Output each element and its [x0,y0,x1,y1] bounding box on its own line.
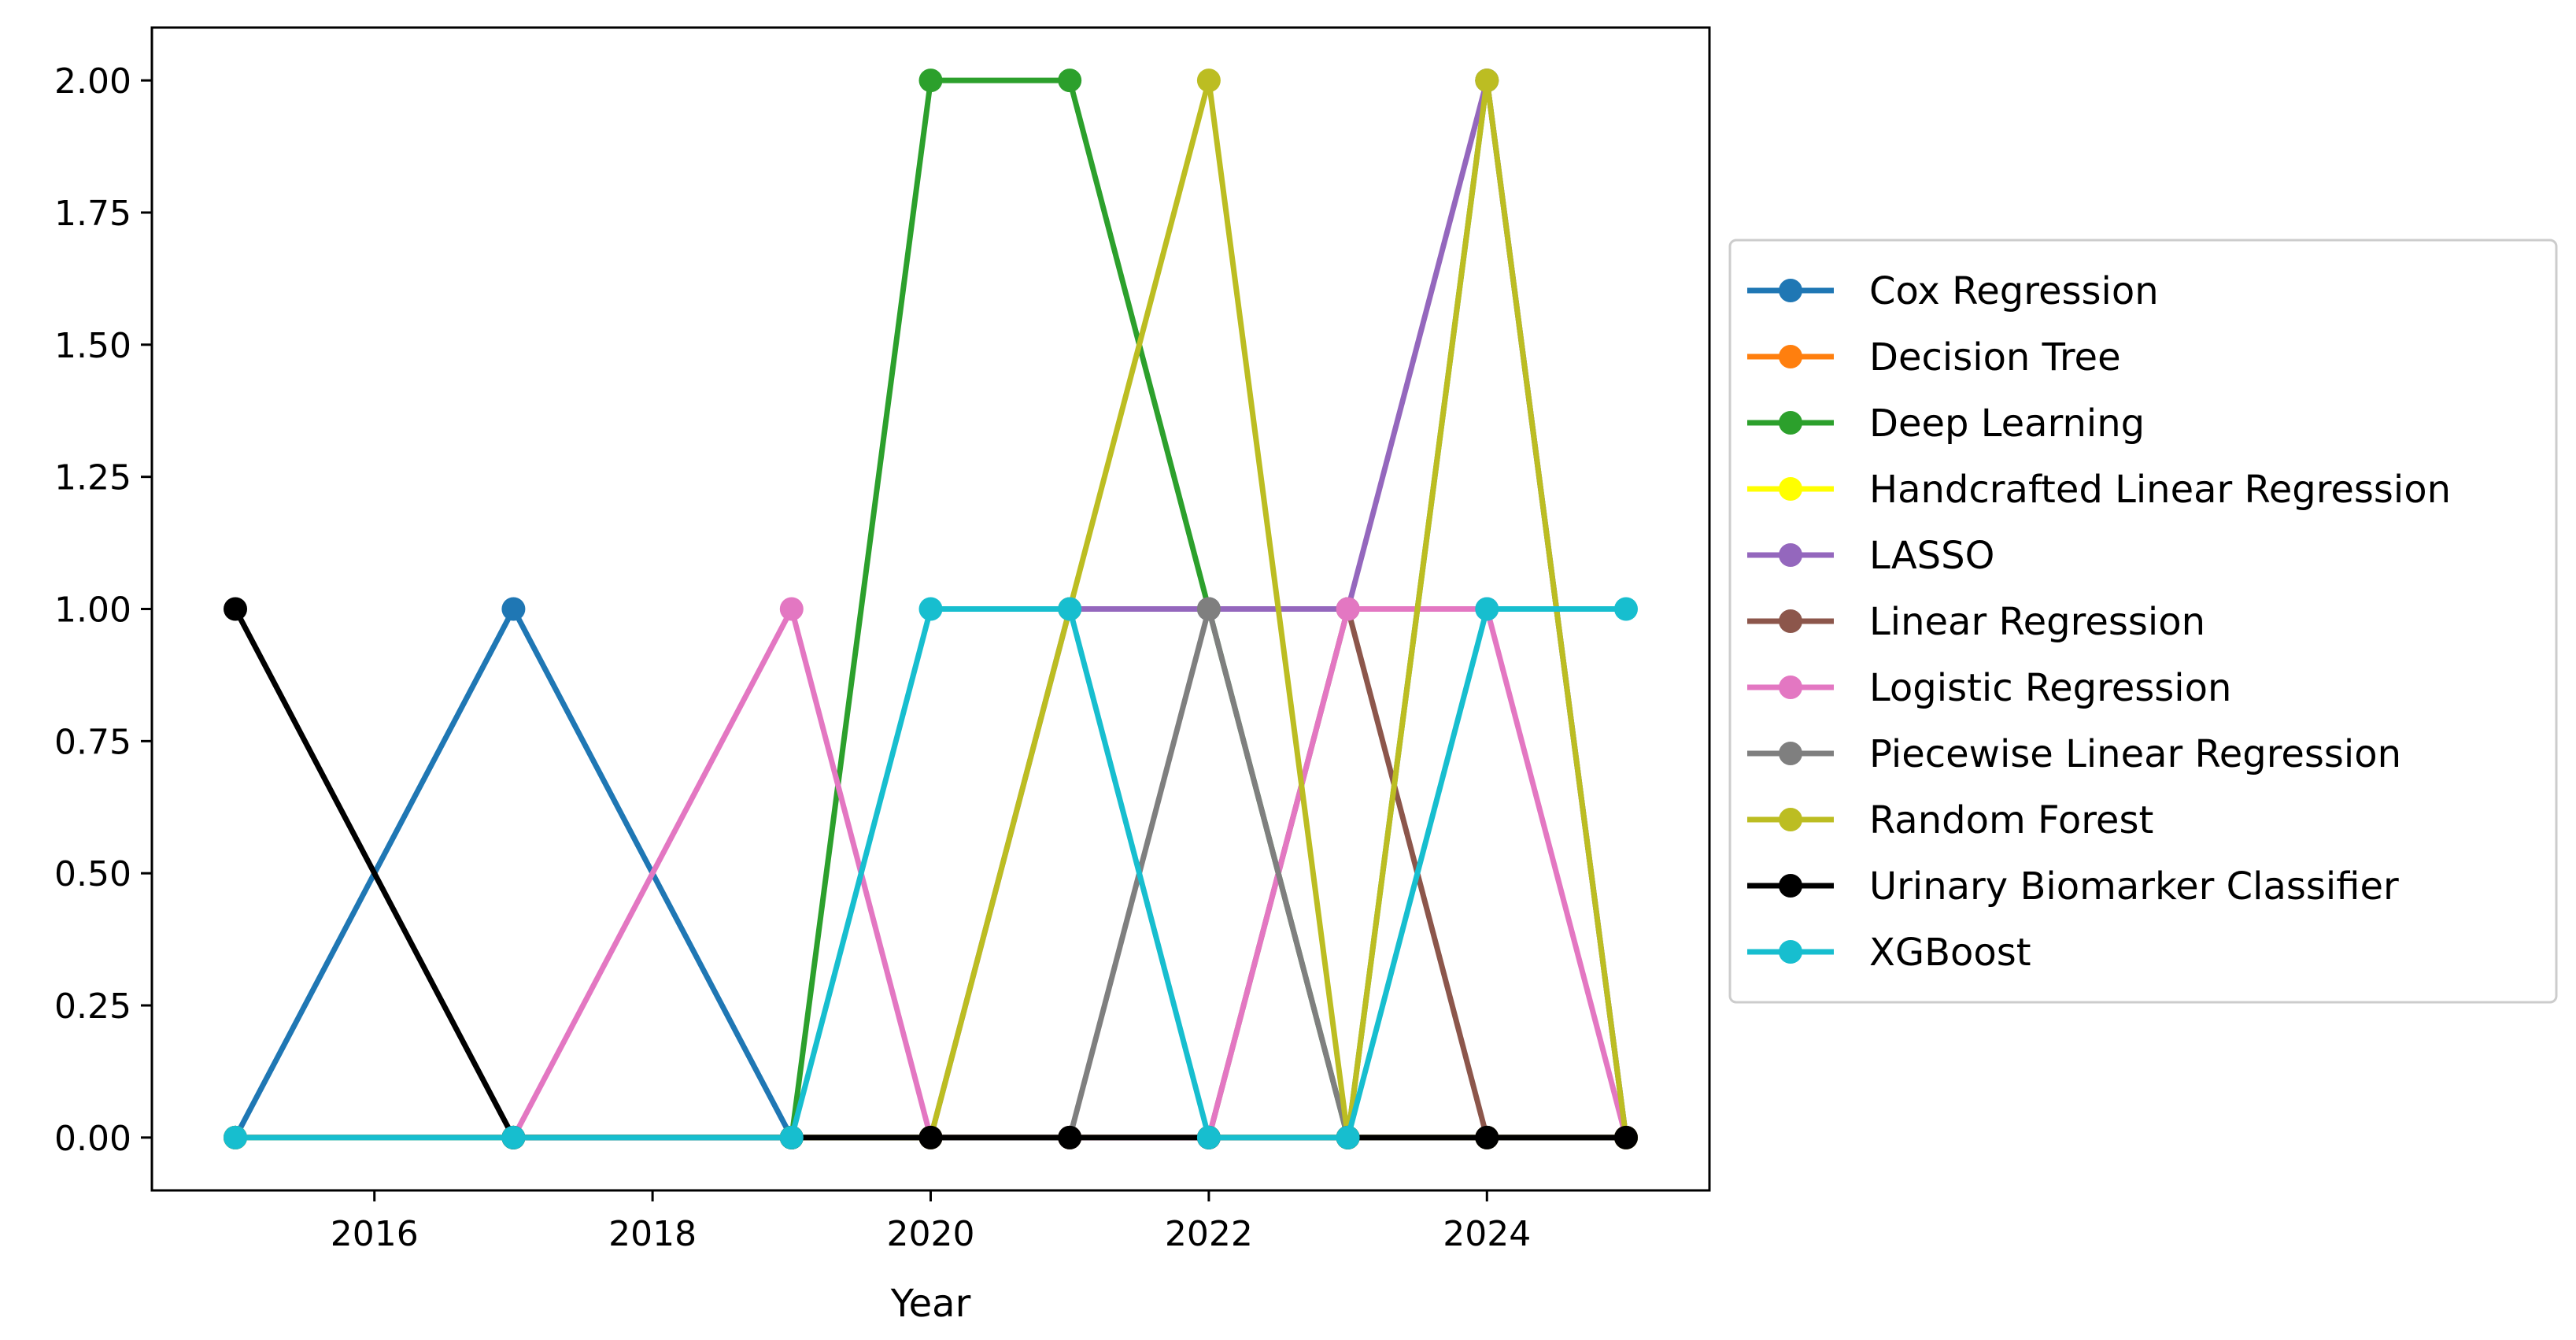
data-point-8-5 [1196,68,1221,93]
x-tick-label: 2024 [1443,1214,1531,1254]
legend-label: Random Forest [1869,798,2153,842]
data-point-2-3 [918,68,943,93]
y-tick-label: 0.00 [54,1119,131,1159]
legend: Cox Regression Decision Tree Deep Learning… [1728,239,2558,1004]
legend-label: XGBoost [1869,931,2031,975]
y-tick-label: 2.00 [54,61,131,102]
data-point-10-8 [1613,597,1638,621]
x-tick-label: 2022 [1165,1214,1253,1254]
legend-marker [1779,742,1802,765]
data-point-0-1 [501,597,526,621]
data-point-9-8 [1613,1125,1638,1149]
legend-marker [1779,676,1802,699]
legend-label: Linear Regression [1869,600,2205,644]
data-point-10-6 [1336,1125,1360,1149]
legend-marker [1779,609,1802,633]
legend-marker [1779,808,1802,831]
data-point-9-7 [1475,1125,1499,1149]
data-point-7-5 [1196,597,1221,621]
data-point-8-7 [1475,68,1499,93]
y-tick-label: 1.00 [54,590,131,631]
data-point-9-4 [1058,1125,1082,1149]
x-axis-title: Year [890,1282,971,1326]
data-point-9-3 [918,1125,943,1149]
legend-box [1728,239,2558,1004]
legend-label: Deep Learning [1869,402,2145,446]
y-tick-label: 1.50 [54,326,131,366]
data-point-6-2 [779,597,804,621]
data-point-10-0 [224,1125,248,1149]
data-point-9-0 [224,597,248,621]
legend-marker [1779,279,1802,302]
plot-area [224,68,1638,1149]
x-tick-label: 2020 [887,1214,975,1254]
y-tick-label: 0.25 [54,986,131,1027]
legend-label: Logistic Regression [1869,666,2231,710]
legend-label: Handcrafted Linear Regression [1869,468,2451,512]
legend-marker [1779,411,1802,435]
x-tick-label: 2016 [331,1214,419,1254]
legend-label: Piecewise Linear Regression [1869,732,2401,776]
data-point-6-6 [1336,597,1360,621]
data-point-10-7 [1475,597,1499,621]
y-tick-label: 0.50 [54,854,131,894]
legend-label: Cox Regression [1869,269,2159,313]
data-point-10-2 [779,1125,804,1149]
axes: 2016 2018 2020 2022 2024 0.00 0.25 0.50 0.75 1.00… [54,61,1531,1254]
legend-marker [1779,345,1802,368]
x-tick-label: 2018 [608,1214,697,1254]
legend-label: Urinary Biomarker Classifier [1869,864,2399,909]
data-point-10-5 [1196,1125,1221,1149]
legend-marker [1779,477,1802,501]
y-tick-label: 1.75 [54,194,131,234]
legend-label: LASSO [1869,534,1994,578]
y-tick-label: 1.25 [54,458,131,498]
legend-marker [1779,874,1802,898]
legend-marker [1779,543,1802,567]
legend-marker [1779,940,1802,964]
legend-label: Decision Tree [1869,335,2121,379]
data-point-10-3 [918,597,943,621]
data-point-10-1 [501,1125,526,1149]
y-tick-label: 0.75 [54,722,131,762]
data-point-10-4 [1058,597,1082,621]
data-point-2-4 [1058,68,1082,93]
